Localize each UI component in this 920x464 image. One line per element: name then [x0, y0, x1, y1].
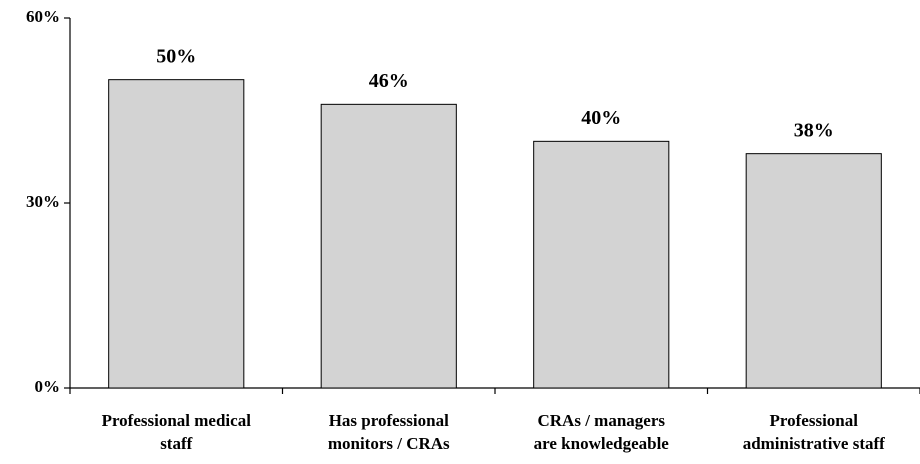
x-tick-label: Professional	[770, 411, 859, 430]
x-tick-label: staff	[160, 434, 192, 453]
x-tick-label: Has professional	[329, 411, 449, 430]
value-label: 40%	[581, 107, 621, 129]
bar	[320, 103, 457, 389]
y-tick-label: 30%	[26, 192, 60, 211]
x-tick-label: CRAs / managers	[538, 411, 666, 430]
x-tick-label: monitors / CRAs	[328, 434, 450, 453]
bar	[533, 140, 670, 389]
x-tick-label: Professional medical	[102, 411, 252, 430]
y-tick-label: 0%	[35, 377, 61, 396]
value-label: 50%	[156, 45, 196, 67]
y-tick-label: 60%	[26, 7, 60, 26]
bar	[108, 79, 245, 389]
value-label: 46%	[369, 70, 409, 92]
x-tick-label: are knowledgeable	[534, 434, 670, 453]
bar	[745, 153, 882, 389]
x-tick-label: administrative staff	[743, 434, 885, 453]
value-label: 38%	[794, 119, 834, 141]
